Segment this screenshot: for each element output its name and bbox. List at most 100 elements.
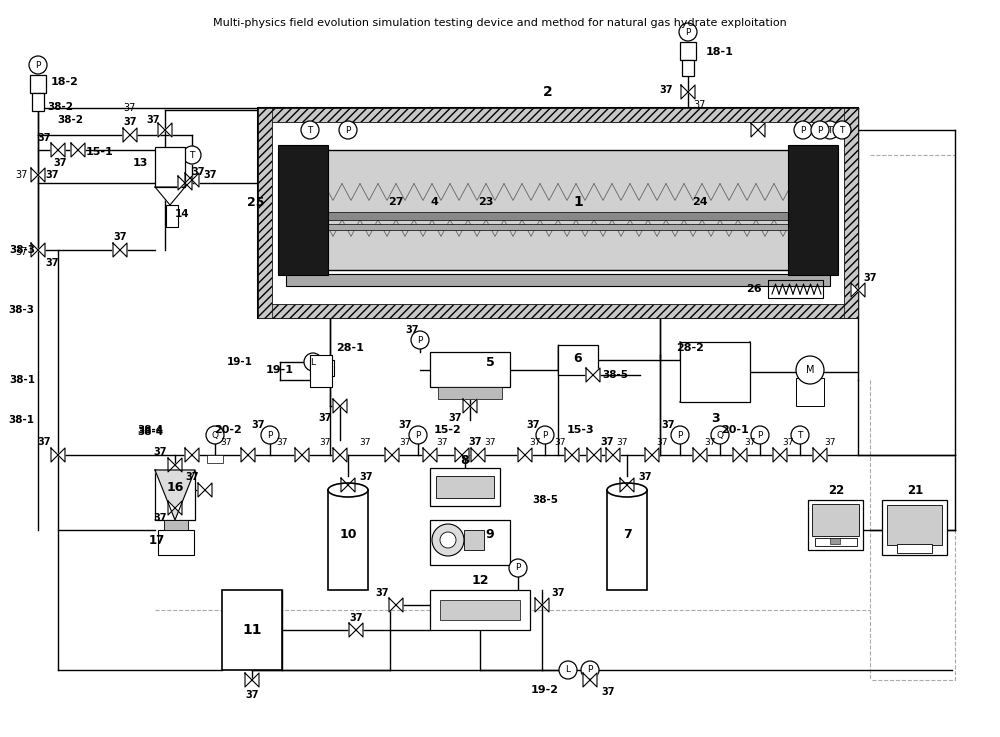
Bar — [430, 520, 510, 565]
Text: 5: 5 — [486, 355, 494, 368]
Text: T: T — [307, 125, 313, 134]
Polygon shape — [168, 501, 182, 515]
Polygon shape — [518, 448, 532, 462]
Bar — [430, 468, 500, 506]
Polygon shape — [155, 470, 195, 520]
Bar — [897, 544, 932, 553]
Text: P: P — [345, 125, 351, 134]
Text: Q: Q — [212, 430, 218, 439]
Text: 37: 37 — [656, 438, 668, 447]
Polygon shape — [606, 448, 620, 462]
Polygon shape — [245, 673, 259, 687]
Bar — [310, 360, 334, 376]
Text: 37: 37 — [375, 588, 389, 598]
Circle shape — [751, 426, 769, 444]
Polygon shape — [31, 168, 45, 182]
Text: 38-3: 38-3 — [9, 245, 35, 255]
Ellipse shape — [328, 483, 368, 497]
Text: 37: 37 — [526, 420, 540, 430]
Text: 37: 37 — [405, 325, 419, 335]
Bar — [258, 108, 858, 122]
Polygon shape — [535, 598, 549, 612]
Text: 37: 37 — [153, 447, 167, 457]
Polygon shape — [168, 458, 182, 472]
Circle shape — [411, 331, 429, 349]
Polygon shape — [583, 673, 597, 687]
Text: 37: 37 — [468, 437, 482, 447]
Text: 37: 37 — [638, 472, 652, 482]
Text: 37: 37 — [824, 438, 836, 447]
Text: 37: 37 — [45, 258, 59, 268]
Text: 37: 37 — [15, 170, 27, 180]
Bar — [326, 224, 788, 231]
Text: 27: 27 — [388, 197, 404, 207]
Text: P: P — [757, 430, 763, 439]
Polygon shape — [185, 173, 199, 187]
Polygon shape — [586, 368, 600, 382]
Text: 16: 16 — [166, 481, 184, 494]
Polygon shape — [113, 243, 127, 257]
Text: L: L — [566, 666, 570, 674]
Polygon shape — [751, 123, 765, 137]
Circle shape — [811, 121, 829, 139]
Circle shape — [183, 146, 201, 164]
Text: 28-2: 28-2 — [676, 343, 704, 353]
Text: 37: 37 — [319, 438, 331, 447]
Text: 38-2: 38-2 — [47, 102, 73, 112]
Text: P: P — [542, 430, 548, 439]
Text: 37: 37 — [220, 438, 232, 447]
Text: P: P — [817, 125, 823, 134]
Text: 37: 37 — [185, 472, 199, 482]
Bar — [815, 538, 857, 546]
Text: 21: 21 — [907, 483, 923, 497]
Circle shape — [833, 121, 851, 139]
Text: 13: 13 — [132, 158, 148, 168]
Text: 38-3: 38-3 — [8, 305, 34, 315]
Text: 37: 37 — [37, 133, 51, 143]
Bar — [887, 505, 942, 545]
Bar — [155, 470, 195, 520]
Polygon shape — [333, 448, 347, 462]
Circle shape — [339, 121, 357, 139]
Text: 37: 37 — [37, 437, 51, 447]
Circle shape — [304, 353, 322, 371]
Polygon shape — [241, 448, 255, 462]
Text: 38-5: 38-5 — [532, 495, 558, 505]
Circle shape — [821, 121, 839, 139]
Circle shape — [679, 23, 697, 41]
Text: 37: 37 — [694, 100, 706, 110]
Polygon shape — [423, 448, 437, 462]
Text: 37: 37 — [398, 420, 412, 430]
Polygon shape — [198, 483, 212, 497]
Text: 37: 37 — [600, 437, 614, 447]
Bar — [166, 205, 178, 227]
Bar — [436, 476, 494, 498]
Polygon shape — [565, 448, 579, 462]
Bar — [430, 352, 510, 387]
Polygon shape — [341, 478, 355, 492]
Text: 15-2: 15-2 — [434, 425, 462, 435]
Bar — [328, 490, 368, 590]
Bar — [286, 274, 830, 286]
Circle shape — [711, 426, 729, 444]
Text: 24: 24 — [692, 197, 708, 207]
Text: 37: 37 — [276, 438, 288, 447]
Polygon shape — [349, 623, 363, 637]
Text: 37: 37 — [113, 232, 127, 242]
Circle shape — [409, 426, 427, 444]
Polygon shape — [471, 448, 485, 462]
Text: 37: 37 — [191, 167, 205, 177]
Bar — [32, 93, 44, 111]
Text: 18-1: 18-1 — [706, 47, 734, 57]
Bar — [272, 122, 844, 304]
Bar — [682, 60, 694, 76]
Polygon shape — [463, 399, 477, 413]
Ellipse shape — [607, 483, 647, 497]
Text: 37: 37 — [318, 413, 332, 423]
Text: 37: 37 — [359, 472, 373, 482]
Polygon shape — [681, 85, 695, 99]
Text: 37: 37 — [349, 613, 363, 623]
Text: T: T — [797, 430, 803, 439]
Text: P: P — [415, 430, 421, 439]
Text: 6: 6 — [574, 352, 582, 365]
